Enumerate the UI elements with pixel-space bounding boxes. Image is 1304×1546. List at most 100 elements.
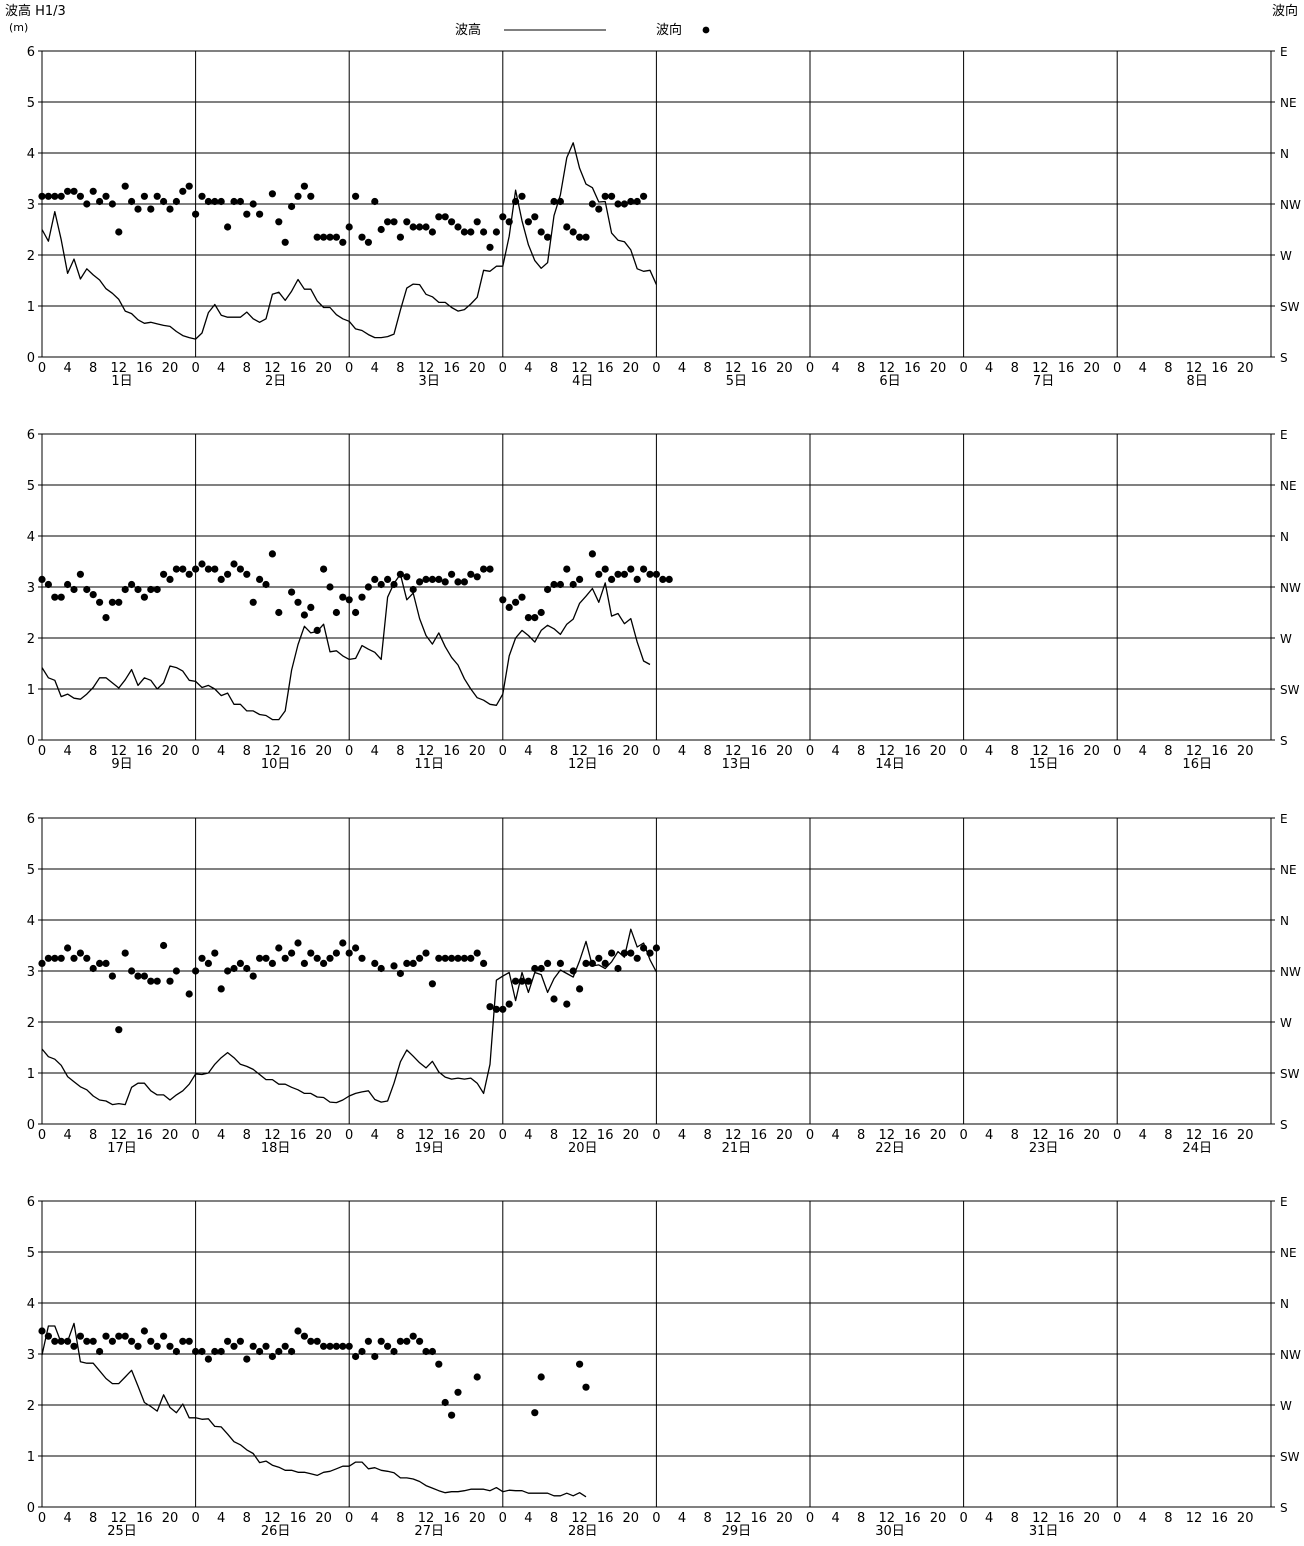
wave-direction-point xyxy=(633,575,641,584)
wave-direction-point xyxy=(256,210,264,218)
y-tick-label: 5 xyxy=(27,863,35,878)
x-hour-tick-label: 16 xyxy=(597,361,614,376)
wave-direction-point xyxy=(307,1337,315,1345)
x-hour-tick-label: 8 xyxy=(243,1128,251,1143)
x-hour-tick-label: 8 xyxy=(857,361,865,376)
x-hour-tick-label: 20 xyxy=(623,744,640,759)
y2-tick-label: NE xyxy=(1280,1246,1297,1260)
wave-direction-point xyxy=(204,959,212,968)
wave-direction-point xyxy=(147,1337,155,1345)
wave-direction-point xyxy=(409,585,417,594)
x-hour-tick-label: 8 xyxy=(243,1511,251,1526)
x-hour-tick-label: 0 xyxy=(652,361,660,376)
y-tick-label: 5 xyxy=(27,96,35,111)
wave-direction-point xyxy=(492,1005,500,1013)
wave-direction-point xyxy=(70,187,78,195)
wave-direction-point xyxy=(659,575,667,584)
wave-direction-point xyxy=(153,1342,161,1350)
wave-direction-point xyxy=(51,192,59,200)
x-hour-tick-label: 4 xyxy=(678,1128,686,1143)
x-hour-tick-label: 16 xyxy=(1211,1511,1228,1526)
wave-direction-point xyxy=(524,218,533,226)
wave-direction-point xyxy=(454,954,462,962)
wave-direction-point xyxy=(448,1411,456,1419)
wave-direction-point xyxy=(153,977,161,985)
wave-direction-point xyxy=(614,570,622,578)
wave-direction-point xyxy=(128,197,136,206)
x-hour-tick-label: 12 xyxy=(571,1511,588,1526)
wave-direction-point xyxy=(454,578,462,586)
wave-direction-point xyxy=(486,1003,494,1011)
wave-direction-point xyxy=(320,565,328,573)
x-hour-tick-label: 0 xyxy=(191,744,199,759)
wave-direction-point xyxy=(544,585,552,594)
x-day-label: 31日 xyxy=(1029,1524,1059,1539)
x-hour-tick-label: 16 xyxy=(136,1511,153,1526)
wave-direction-point xyxy=(192,967,200,975)
wave-direction-point xyxy=(409,223,417,231)
wave-direction-point xyxy=(179,187,187,195)
wave-direction-point xyxy=(390,1347,398,1356)
x-hour-tick-label: 12 xyxy=(111,744,128,759)
wave-direction-point xyxy=(211,1347,219,1356)
y-tick-label: 5 xyxy=(27,1246,35,1261)
wave-direction-point xyxy=(243,964,251,973)
wave-direction-point xyxy=(160,941,168,950)
x-hour-tick-label: 8 xyxy=(550,361,558,376)
y-tick-label: 2 xyxy=(27,249,35,264)
x-hour-tick-label: 16 xyxy=(290,1128,307,1143)
x-hour-tick-label: 4 xyxy=(63,361,71,376)
wave-direction-point xyxy=(441,578,449,586)
wave-direction-point xyxy=(262,954,270,962)
x-hour-tick-label: 20 xyxy=(930,744,947,759)
y2-tick-label: E xyxy=(1280,1195,1288,1209)
wave-direction-point xyxy=(128,967,136,975)
wave-direction-point xyxy=(275,944,283,952)
x-hour-tick-label: 20 xyxy=(1237,1128,1254,1143)
x-hour-tick-label: 0 xyxy=(499,744,507,759)
x-hour-tick-label: 0 xyxy=(38,361,46,376)
wave-direction-point xyxy=(44,192,53,200)
wave-direction-point xyxy=(531,1409,539,1417)
x-hour-tick-label: 4 xyxy=(831,361,839,376)
wave-direction-point xyxy=(486,243,494,251)
wave-direction-point xyxy=(627,565,635,573)
wave-direction-point xyxy=(38,575,46,584)
wave-direction-point xyxy=(332,608,340,617)
wave-direction-point xyxy=(595,954,603,962)
wave-direction-point xyxy=(262,1342,270,1350)
x-hour-tick-label: 0 xyxy=(959,1128,967,1143)
x-hour-tick-label: 0 xyxy=(806,1511,814,1526)
wave-direction-point xyxy=(473,949,481,957)
wave-direction-point xyxy=(121,949,129,957)
wave-direction-point xyxy=(473,573,481,581)
wave-direction-point xyxy=(416,954,424,962)
wave-direction-point xyxy=(108,598,116,606)
x-hour-tick-label: 4 xyxy=(371,361,379,376)
x-day-label: 15日 xyxy=(1029,757,1059,772)
x-hour-tick-label: 20 xyxy=(162,744,179,759)
wave-direction-point xyxy=(300,1332,308,1340)
wave-direction-point xyxy=(377,225,385,234)
wave-direction-point xyxy=(153,585,161,594)
x-hour-tick-label: 0 xyxy=(38,744,46,759)
x-hour-tick-label: 8 xyxy=(1164,744,1172,759)
wave-direction-point xyxy=(115,228,123,236)
wave-direction-point xyxy=(492,228,500,236)
x-hour-tick-label: 0 xyxy=(959,744,967,759)
x-hour-tick-label: 0 xyxy=(499,1128,507,1143)
wave-direction-point xyxy=(652,944,661,952)
x-hour-tick-label: 16 xyxy=(597,744,614,759)
x-hour-tick-label: 4 xyxy=(63,1511,71,1526)
wave-direction-point xyxy=(384,218,392,226)
wave-direction-point xyxy=(204,1355,212,1363)
x-hour-tick-label: 4 xyxy=(63,744,71,759)
y-tick-label: 3 xyxy=(27,965,35,980)
y2-tick-label: SW xyxy=(1280,1450,1300,1464)
wave-direction-point xyxy=(531,964,539,973)
wave-direction-point xyxy=(256,575,264,584)
wave-direction-point xyxy=(300,611,308,619)
wave-direction-point xyxy=(243,210,251,218)
x-hour-tick-label: 8 xyxy=(550,1511,558,1526)
